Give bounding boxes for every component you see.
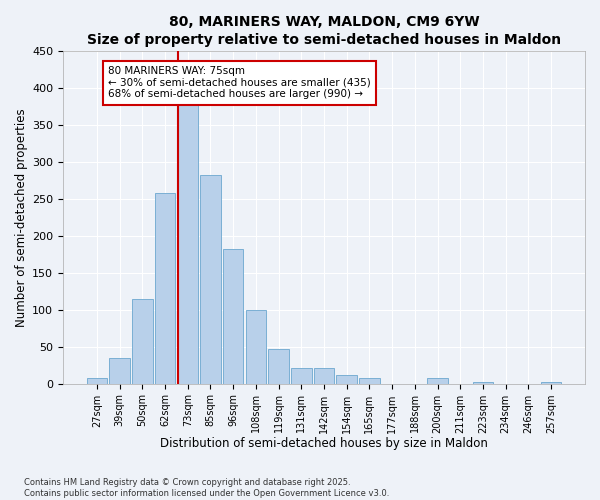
Bar: [268, 349, 289, 384]
Bar: [291, 368, 311, 384]
Text: Contains HM Land Registry data © Crown copyright and database right 2025.
Contai: Contains HM Land Registry data © Crown c…: [24, 478, 389, 498]
Bar: [314, 368, 334, 384]
Bar: [473, 382, 493, 384]
Bar: [155, 193, 175, 384]
Bar: [541, 382, 561, 384]
Bar: [223, 249, 244, 384]
Title: 80, MARINERS WAY, MALDON, CM9 6YW
Size of property relative to semi-detached hou: 80, MARINERS WAY, MALDON, CM9 6YW Size o…: [87, 15, 561, 48]
Bar: [178, 103, 198, 384]
Bar: [245, 310, 266, 384]
X-axis label: Distribution of semi-detached houses by size in Maldon: Distribution of semi-detached houses by …: [160, 437, 488, 450]
Bar: [109, 358, 130, 384]
Bar: [337, 375, 357, 384]
Bar: [359, 378, 380, 384]
Bar: [87, 378, 107, 384]
Bar: [200, 176, 221, 384]
Text: 80 MARINERS WAY: 75sqm
← 30% of semi-detached houses are smaller (435)
68% of se: 80 MARINERS WAY: 75sqm ← 30% of semi-det…: [109, 66, 371, 100]
Y-axis label: Number of semi-detached properties: Number of semi-detached properties: [15, 108, 28, 327]
Bar: [427, 378, 448, 384]
Bar: [132, 298, 152, 384]
